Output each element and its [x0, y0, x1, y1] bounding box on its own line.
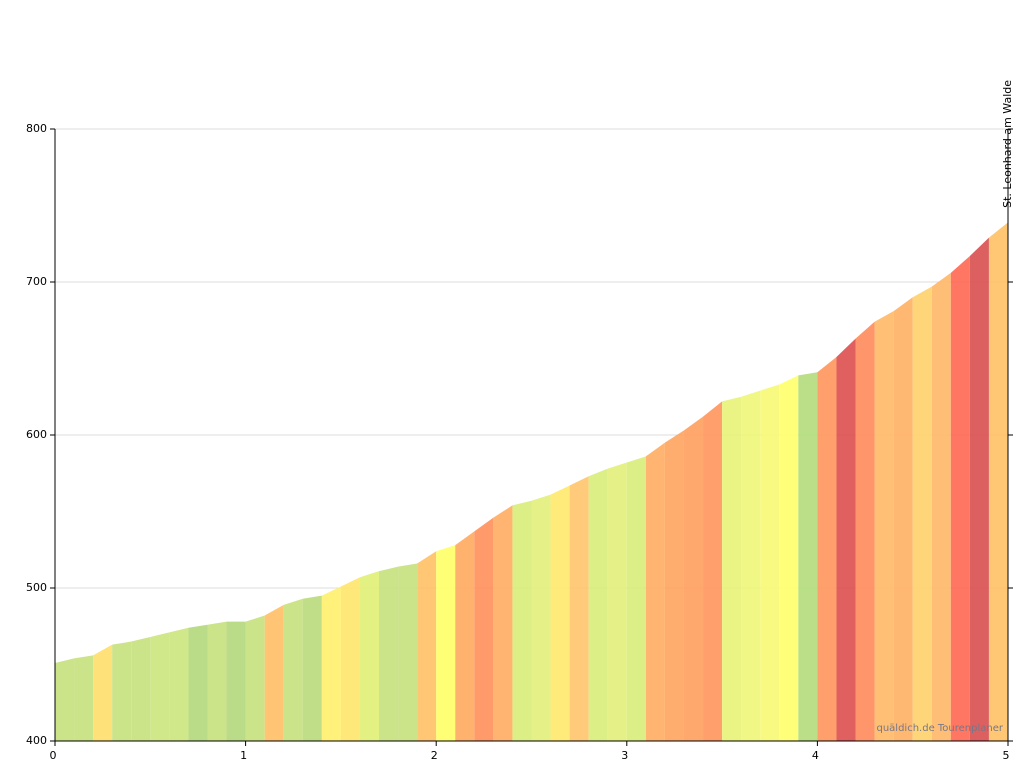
elevation-segment [55, 658, 75, 741]
watermark: quäldich.de Tourenplaner [876, 723, 1003, 734]
elevation-segment [264, 604, 284, 741]
elevation-segment [150, 632, 170, 741]
elevation-segment [112, 641, 132, 741]
elevation-segment [455, 531, 475, 741]
elevation-segment [607, 462, 627, 741]
elevation-segment [893, 297, 913, 741]
elevation-segment [359, 571, 380, 741]
elevation-segment [874, 311, 894, 741]
elevation-segment [550, 485, 570, 741]
x-tick-label: 1 [240, 749, 247, 762]
annotation-label: St. Leonhard am Walde [1001, 80, 1014, 208]
y-tick-label: 600 [26, 428, 47, 441]
elevation-segment [931, 272, 951, 741]
elevation-segment [74, 655, 94, 741]
x-tick-label: 2 [431, 749, 438, 762]
y-tick-label: 700 [26, 275, 47, 288]
elevation-segment [988, 222, 1008, 741]
elevation-segment [226, 621, 246, 741]
x-tick-label: 5 [1003, 749, 1010, 762]
elevation-segment [836, 338, 856, 741]
elevation-segment [912, 286, 932, 741]
elevation-segment [131, 636, 151, 741]
elevation-segment [817, 356, 837, 741]
elevation-segment [741, 390, 761, 741]
elevation-segment [493, 505, 513, 741]
x-tick-label: 3 [621, 749, 628, 762]
elevation-segment [512, 500, 532, 741]
elevation-segment [93, 644, 113, 741]
elevation-segment [645, 442, 665, 741]
x-tick-label: 0 [50, 749, 57, 762]
elevation-segment [855, 321, 875, 741]
elevation-segment [302, 595, 322, 741]
elevation-segment [531, 494, 551, 741]
x-tick-label: 4 [812, 749, 819, 762]
elevation-segment [379, 566, 399, 741]
elevation-segment [169, 627, 189, 741]
elevation-segment [664, 430, 684, 741]
elevation-segment [436, 545, 456, 741]
elevation-segment [283, 598, 303, 741]
elevation-segment [417, 551, 437, 741]
elevation-segment [950, 255, 970, 742]
elevation-segment [722, 396, 742, 741]
elevation-segment [683, 416, 704, 741]
elevation-segment [245, 615, 265, 741]
elevation-segment [588, 468, 608, 741]
elevation-segment [569, 476, 589, 741]
elevation-segment [626, 456, 646, 741]
elevation-segment [760, 384, 780, 741]
elevation-segment [703, 401, 723, 741]
elevation-segment [321, 586, 341, 741]
y-tick-label: 800 [26, 122, 47, 135]
elevation-segment [798, 372, 818, 741]
elevation-segment [398, 563, 418, 741]
elevation-segment [779, 375, 799, 741]
y-tick-label: 500 [26, 581, 47, 594]
elevation-segment [340, 577, 360, 741]
elevation-segment [969, 237, 989, 741]
elevation-segment [207, 621, 227, 741]
y-tick-label: 400 [26, 734, 47, 747]
elevation-segment [188, 624, 208, 741]
elevation-segment [474, 517, 494, 741]
